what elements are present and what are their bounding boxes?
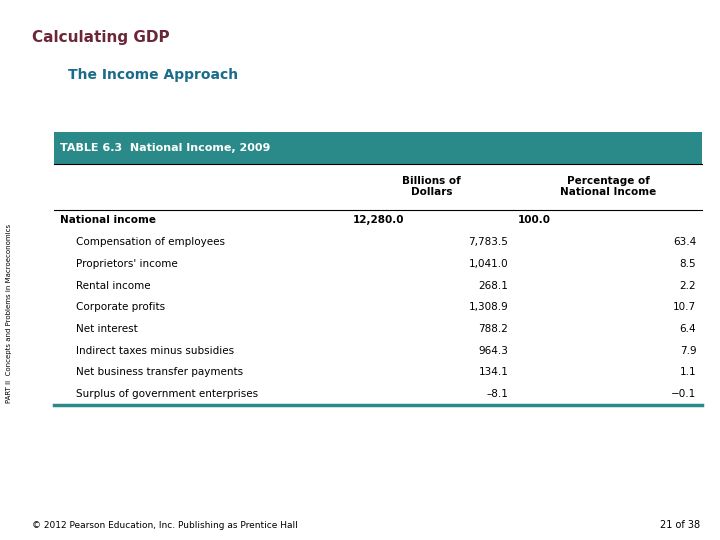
Text: Surplus of government enterprises: Surplus of government enterprises [76,389,258,399]
Text: 2.2: 2.2 [680,281,696,291]
Text: Proprietors' income: Proprietors' income [76,259,178,269]
Text: National income: National income [60,215,156,225]
Text: Billions of
Dollars: Billions of Dollars [402,176,461,197]
Text: 12,280.0: 12,280.0 [353,215,404,225]
Text: 10.7: 10.7 [673,302,696,312]
Text: Net business transfer payments: Net business transfer payments [76,367,243,377]
Text: 7.9: 7.9 [680,346,696,356]
Text: 1,041.0: 1,041.0 [469,259,508,269]
Text: 268.1: 268.1 [479,281,508,291]
Text: 964.3: 964.3 [479,346,508,356]
Bar [54,132,702,164]
Text: 788.2: 788.2 [479,324,508,334]
Text: Indirect taxes minus subsidies: Indirect taxes minus subsidies [76,346,234,356]
Text: TABLE 6.3  National Income, 2009: TABLE 6.3 National Income, 2009 [60,143,270,153]
Text: Corporate profits: Corporate profits [76,302,165,312]
Text: The Income Approach: The Income Approach [68,68,238,82]
Text: Net interest: Net interest [76,324,138,334]
Text: Percentage of
National Income: Percentage of National Income [560,176,656,197]
Text: –8.1: –8.1 [487,389,508,399]
Text: 1.1: 1.1 [680,367,696,377]
Text: 134.1: 134.1 [479,367,508,377]
Text: 21 of 38: 21 of 38 [660,520,700,530]
Text: Compensation of employees: Compensation of employees [76,237,225,247]
Text: PART II  Concepts and Problems in Macroeconomics: PART II Concepts and Problems in Macroec… [6,224,12,403]
Text: 1,308.9: 1,308.9 [469,302,508,312]
Text: 100.0: 100.0 [518,215,551,225]
Text: −0.1: −0.1 [671,389,696,399]
Text: 63.4: 63.4 [673,237,696,247]
Text: © 2012 Pearson Education, Inc. Publishing as Prentice Hall: © 2012 Pearson Education, Inc. Publishin… [32,521,298,530]
Text: 8.5: 8.5 [680,259,696,269]
Text: Rental income: Rental income [76,281,150,291]
Text: 7,783.5: 7,783.5 [469,237,508,247]
Text: 6.4: 6.4 [680,324,696,334]
Text: Calculating GDP: Calculating GDP [32,30,170,45]
